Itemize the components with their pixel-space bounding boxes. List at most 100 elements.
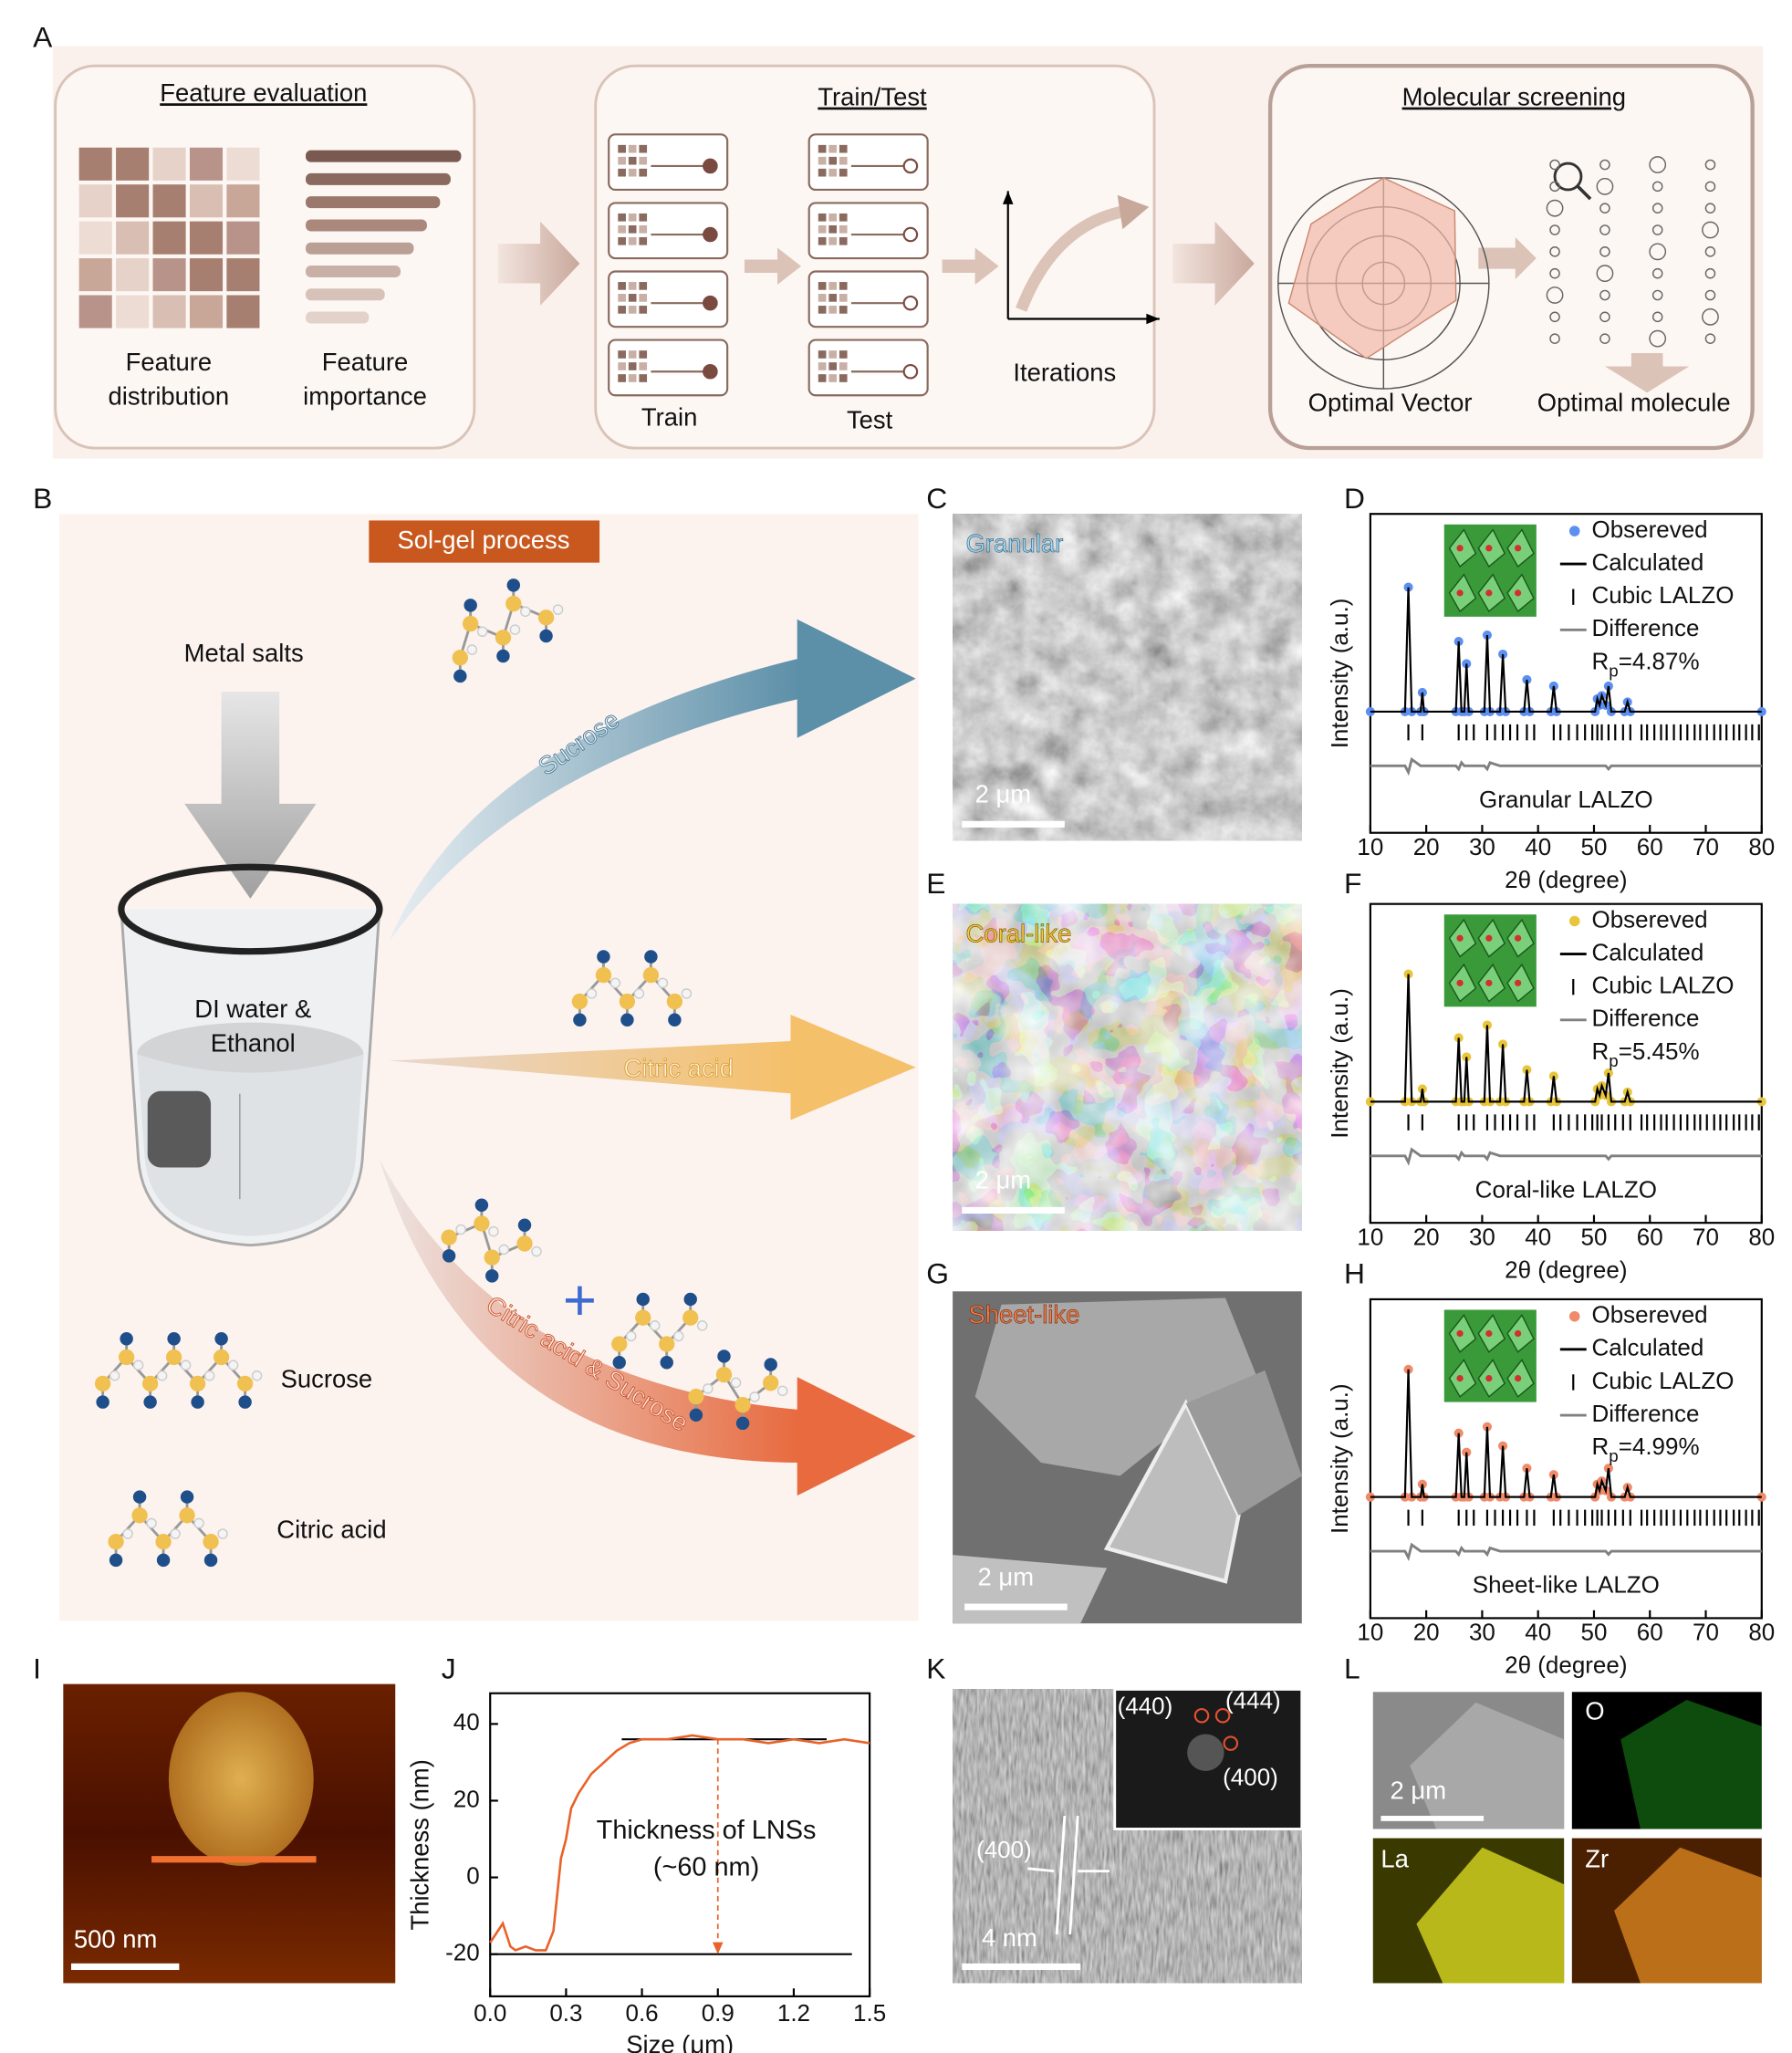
legend-label: Obsereved	[1591, 1301, 1707, 1329]
model-dot	[828, 306, 838, 314]
nanosheet	[168, 1692, 314, 1866]
model-dot	[628, 374, 637, 382]
flow-arrow	[1604, 353, 1690, 393]
model-dot	[618, 213, 626, 222]
distribution-cell	[189, 258, 224, 292]
model-dot	[839, 282, 848, 290]
x-tick-label: 50	[1581, 1223, 1608, 1250]
candidate-molecule	[1704, 181, 1716, 193]
carbon-atom	[474, 1215, 490, 1232]
x-tick-label: 70	[1693, 1223, 1719, 1250]
candidate-molecule	[1549, 267, 1560, 279]
plane-label: (444)	[1225, 1687, 1281, 1714]
x-tick-label: 30	[1469, 1619, 1495, 1646]
hydrogen-atom	[466, 644, 478, 655]
crystal-atom	[1456, 1374, 1464, 1382]
hydrogen-atom	[193, 1517, 204, 1529]
candidate-molecule	[1704, 203, 1716, 214]
model-dot	[818, 306, 827, 314]
model-dot	[828, 374, 838, 382]
candidate-molecule	[1549, 224, 1560, 235]
y-axis-label: Intensity (a.u.)	[1326, 988, 1353, 1139]
panel-label: I	[33, 1652, 41, 1685]
distribution-cell	[226, 184, 260, 218]
oxygen-atom	[143, 1395, 157, 1409]
y-tick-label: 0	[466, 1861, 479, 1889]
flow-arrow	[744, 247, 802, 285]
hydrogen-atom	[227, 1360, 239, 1370]
carbon-atom	[642, 967, 660, 984]
oxygen-atom	[735, 1416, 750, 1431]
model-dot	[828, 144, 838, 153]
flow-arrow	[497, 221, 580, 307]
model-dot	[639, 282, 648, 290]
hydrogen-atom	[132, 1360, 144, 1370]
oxygen-atom	[506, 578, 521, 592]
scale-label: 2 μm	[975, 780, 1032, 808]
model-dot	[628, 156, 637, 165]
sheet	[974, 1297, 1266, 1476]
carbon-atom	[155, 1534, 172, 1550]
carbon-atom	[141, 1375, 159, 1392]
route-arrowhead	[790, 1015, 916, 1120]
model-dot	[818, 374, 827, 382]
x-tick-label: 0.6	[626, 1999, 659, 2027]
x-tick-label: 10	[1357, 833, 1383, 860]
model-dot	[618, 156, 626, 165]
fft-center	[1187, 1734, 1224, 1771]
hydrogen-atom	[109, 1370, 120, 1381]
model-dot	[818, 168, 827, 177]
model-dot	[818, 362, 827, 370]
distribution-cell	[226, 147, 260, 181]
element-label: Zr	[1585, 1844, 1609, 1872]
model-card	[608, 270, 729, 328]
crystal-atom	[1485, 545, 1493, 552]
box-label: Feature	[322, 348, 409, 376]
candidate-molecule	[1649, 243, 1667, 261]
panel-label: F	[1344, 867, 1361, 900]
oxygen-atom	[660, 1356, 673, 1370]
importance-bar	[306, 196, 441, 209]
model-dot	[639, 236, 648, 245]
candidate-molecule	[1599, 311, 1610, 323]
distribution-cell	[226, 221, 260, 255]
element-label: O	[1585, 1697, 1604, 1725]
oxygen-atom	[644, 950, 658, 964]
arrowhead	[712, 1942, 724, 1954]
x-tick-label: 30	[1469, 833, 1495, 860]
oxygen-atom	[620, 1013, 634, 1026]
distribution-cell	[152, 258, 186, 292]
model-dot	[818, 236, 827, 245]
model-dot	[839, 236, 848, 245]
calculated-line	[1370, 1369, 1762, 1498]
model-dot	[839, 213, 848, 222]
model-dot	[828, 236, 838, 245]
difference-line	[1370, 1542, 1762, 1561]
process-label: Sol-gel process	[397, 526, 569, 554]
carbon-atom	[484, 1249, 500, 1266]
model-dot	[818, 282, 827, 290]
model-output	[902, 363, 919, 380]
hydrogen-atom	[170, 1528, 181, 1539]
carbon-atom	[463, 615, 479, 632]
hydrogen-atom	[633, 988, 645, 999]
oxygen-atom	[191, 1395, 204, 1409]
plot-frame	[1369, 902, 1763, 1225]
annotation: (~60 nm)	[653, 1852, 759, 1881]
model-output	[902, 226, 919, 243]
oxygen-atom	[496, 649, 510, 663]
calculated-line	[1370, 974, 1762, 1103]
oxygen-atom	[683, 1292, 697, 1307]
sem-image	[953, 903, 1302, 1231]
panel-label: J	[442, 1652, 456, 1685]
model-card	[807, 270, 929, 328]
plot-frame	[489, 1692, 871, 1997]
panel-label: K	[926, 1652, 945, 1685]
x-tick-label: 20	[1413, 1619, 1440, 1646]
legend-label: Calculated	[1591, 548, 1703, 576]
distribution-cell	[189, 221, 224, 255]
fft-spot	[1214, 1707, 1231, 1724]
scale-label: 2 μm	[978, 1562, 1035, 1590]
model-dot	[839, 144, 848, 153]
morphology-label: Granular	[966, 529, 1064, 558]
